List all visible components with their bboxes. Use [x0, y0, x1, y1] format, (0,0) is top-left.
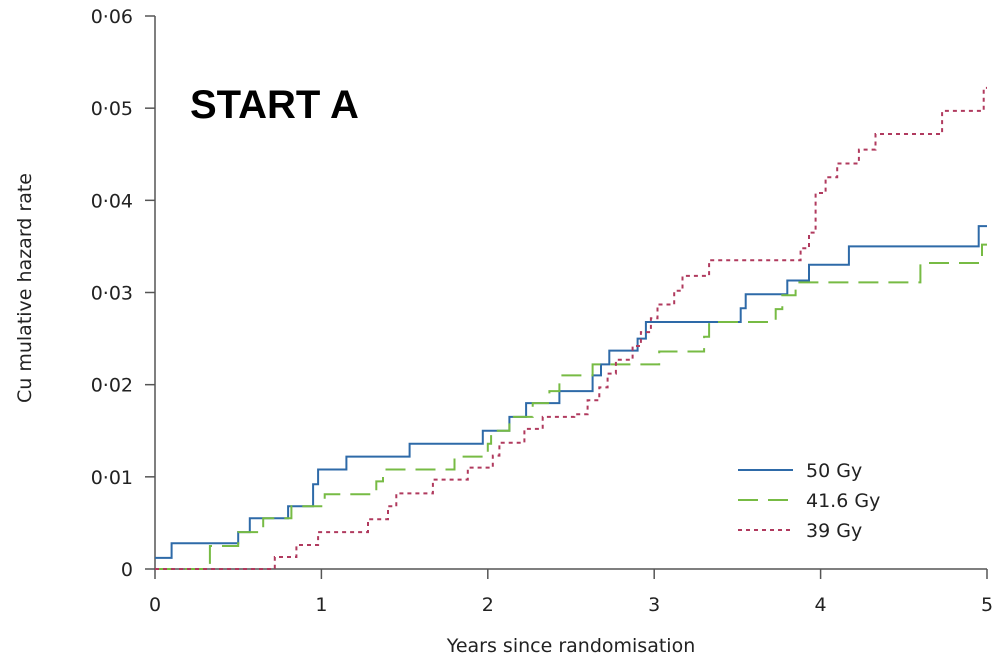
- series-line-3: [155, 86, 987, 570]
- y-tick-label: 0·05: [91, 98, 133, 120]
- y-tick-label: 0·01: [91, 467, 133, 489]
- x-tick-label: 2: [482, 594, 494, 616]
- series-line-1: [155, 225, 987, 559]
- y-tick-label: 0·06: [91, 6, 133, 28]
- y-tick-label: 0: [121, 559, 133, 581]
- y-tick-label: 0·04: [91, 190, 133, 212]
- chart-title: START A: [190, 83, 359, 127]
- axes: 0 0·01 0·02 0·03 0·04 0·05 0·06 0 1 2 3 4 5: [91, 6, 992, 616]
- legend-label: 39 Gy: [806, 520, 862, 542]
- y-tick-label: 0·02: [91, 375, 133, 397]
- series-layer: [155, 86, 987, 570]
- legend-label: 41.6 Gy: [806, 490, 880, 512]
- x-tick-label: 5: [981, 594, 992, 616]
- x-tick-label: 1: [315, 594, 327, 616]
- x-tick-label: 0: [149, 594, 161, 616]
- series-line-2: [155, 243, 987, 570]
- y-tick-label: 0·03: [91, 283, 133, 305]
- x-tick-label: 3: [648, 594, 660, 616]
- x-tick-label: 4: [815, 594, 827, 616]
- legend: 50 Gy 41.6 Gy 39 Gy: [738, 460, 880, 542]
- legend-label: 50 Gy: [806, 460, 862, 482]
- y-axis-title: Cu mulative hazard rate: [14, 173, 36, 403]
- x-axis-title: Years since randomisation: [446, 635, 695, 657]
